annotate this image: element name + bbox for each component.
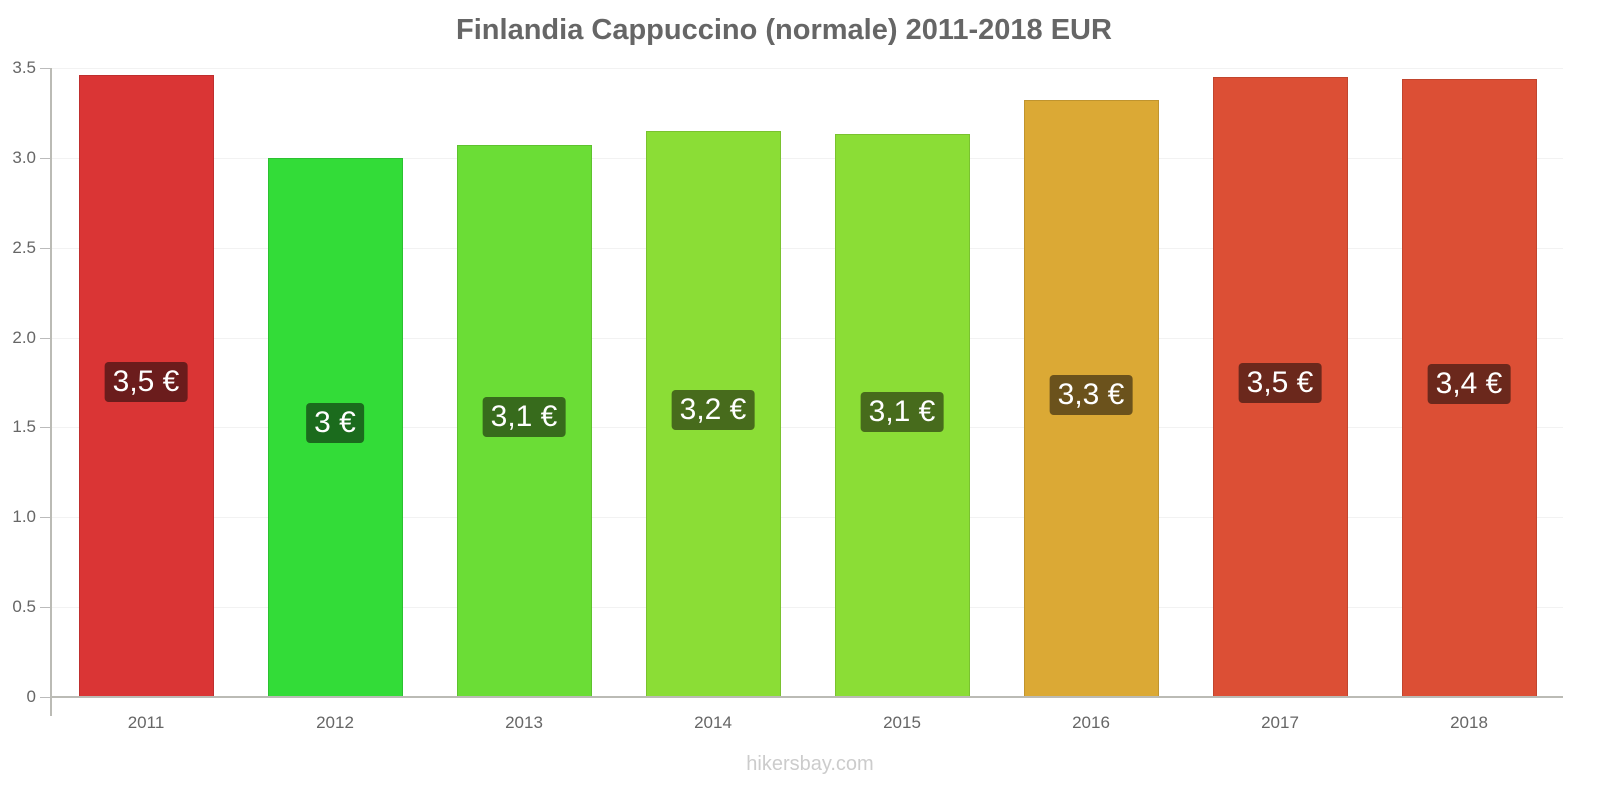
y-tick-label: 0.5 bbox=[12, 597, 36, 616]
gridline bbox=[51, 338, 1563, 339]
y-tick-mark bbox=[40, 68, 50, 69]
gridline bbox=[51, 607, 1563, 608]
y-tick-label: 1.5 bbox=[12, 417, 36, 436]
gridline bbox=[51, 248, 1563, 249]
y-tick-label: 3.0 bbox=[12, 148, 36, 167]
x-axis-line bbox=[50, 696, 1563, 698]
y-tick-mark bbox=[40, 158, 50, 159]
y-axis-line bbox=[50, 68, 52, 716]
data-label-2011: 3,5 € bbox=[104, 362, 188, 403]
gridline bbox=[51, 158, 1563, 159]
y-tick-label: 2.0 bbox=[12, 328, 36, 347]
x-tick-label: 2013 bbox=[505, 713, 543, 732]
y-tick-label: 0 bbox=[26, 687, 36, 706]
y-tick-label: 1.0 bbox=[12, 507, 36, 526]
x-tick-label: 2015 bbox=[883, 713, 921, 732]
data-label-2016: 3,3 € bbox=[1049, 374, 1133, 415]
x-tick-label: 2017 bbox=[1261, 713, 1299, 732]
watermark: hikersbay.com bbox=[746, 753, 874, 775]
chart-title: Finlandia Cappuccino (normale) 2011-2018… bbox=[456, 14, 1112, 46]
y-tick-mark bbox=[40, 607, 50, 608]
x-tick-label: 2016 bbox=[1072, 713, 1110, 732]
y-tick-mark bbox=[40, 338, 50, 339]
y-tick-mark bbox=[40, 517, 50, 518]
data-label-2018: 3,4 € bbox=[1427, 363, 1511, 404]
y-tick-mark bbox=[40, 697, 50, 698]
data-label-2014: 3,2 € bbox=[671, 389, 755, 430]
data-label-2015: 3,1 € bbox=[860, 391, 944, 432]
data-label-2012: 3 € bbox=[306, 403, 364, 444]
gridline bbox=[51, 68, 1563, 69]
y-tick-label: 3.5 bbox=[12, 58, 36, 77]
data-label-2017: 3,5 € bbox=[1238, 362, 1322, 403]
gridline bbox=[51, 517, 1563, 518]
y-tick-mark bbox=[40, 248, 50, 249]
data-label-2013: 3,1 € bbox=[482, 397, 566, 438]
x-tick-label: 2011 bbox=[127, 713, 165, 732]
x-tick-label: 2012 bbox=[316, 713, 354, 732]
gridline bbox=[51, 427, 1563, 428]
y-tick-label: 2.5 bbox=[12, 238, 36, 257]
y-tick-mark bbox=[40, 427, 50, 428]
x-tick-label: 2018 bbox=[1450, 713, 1488, 732]
x-tick-label: 2014 bbox=[694, 713, 732, 732]
